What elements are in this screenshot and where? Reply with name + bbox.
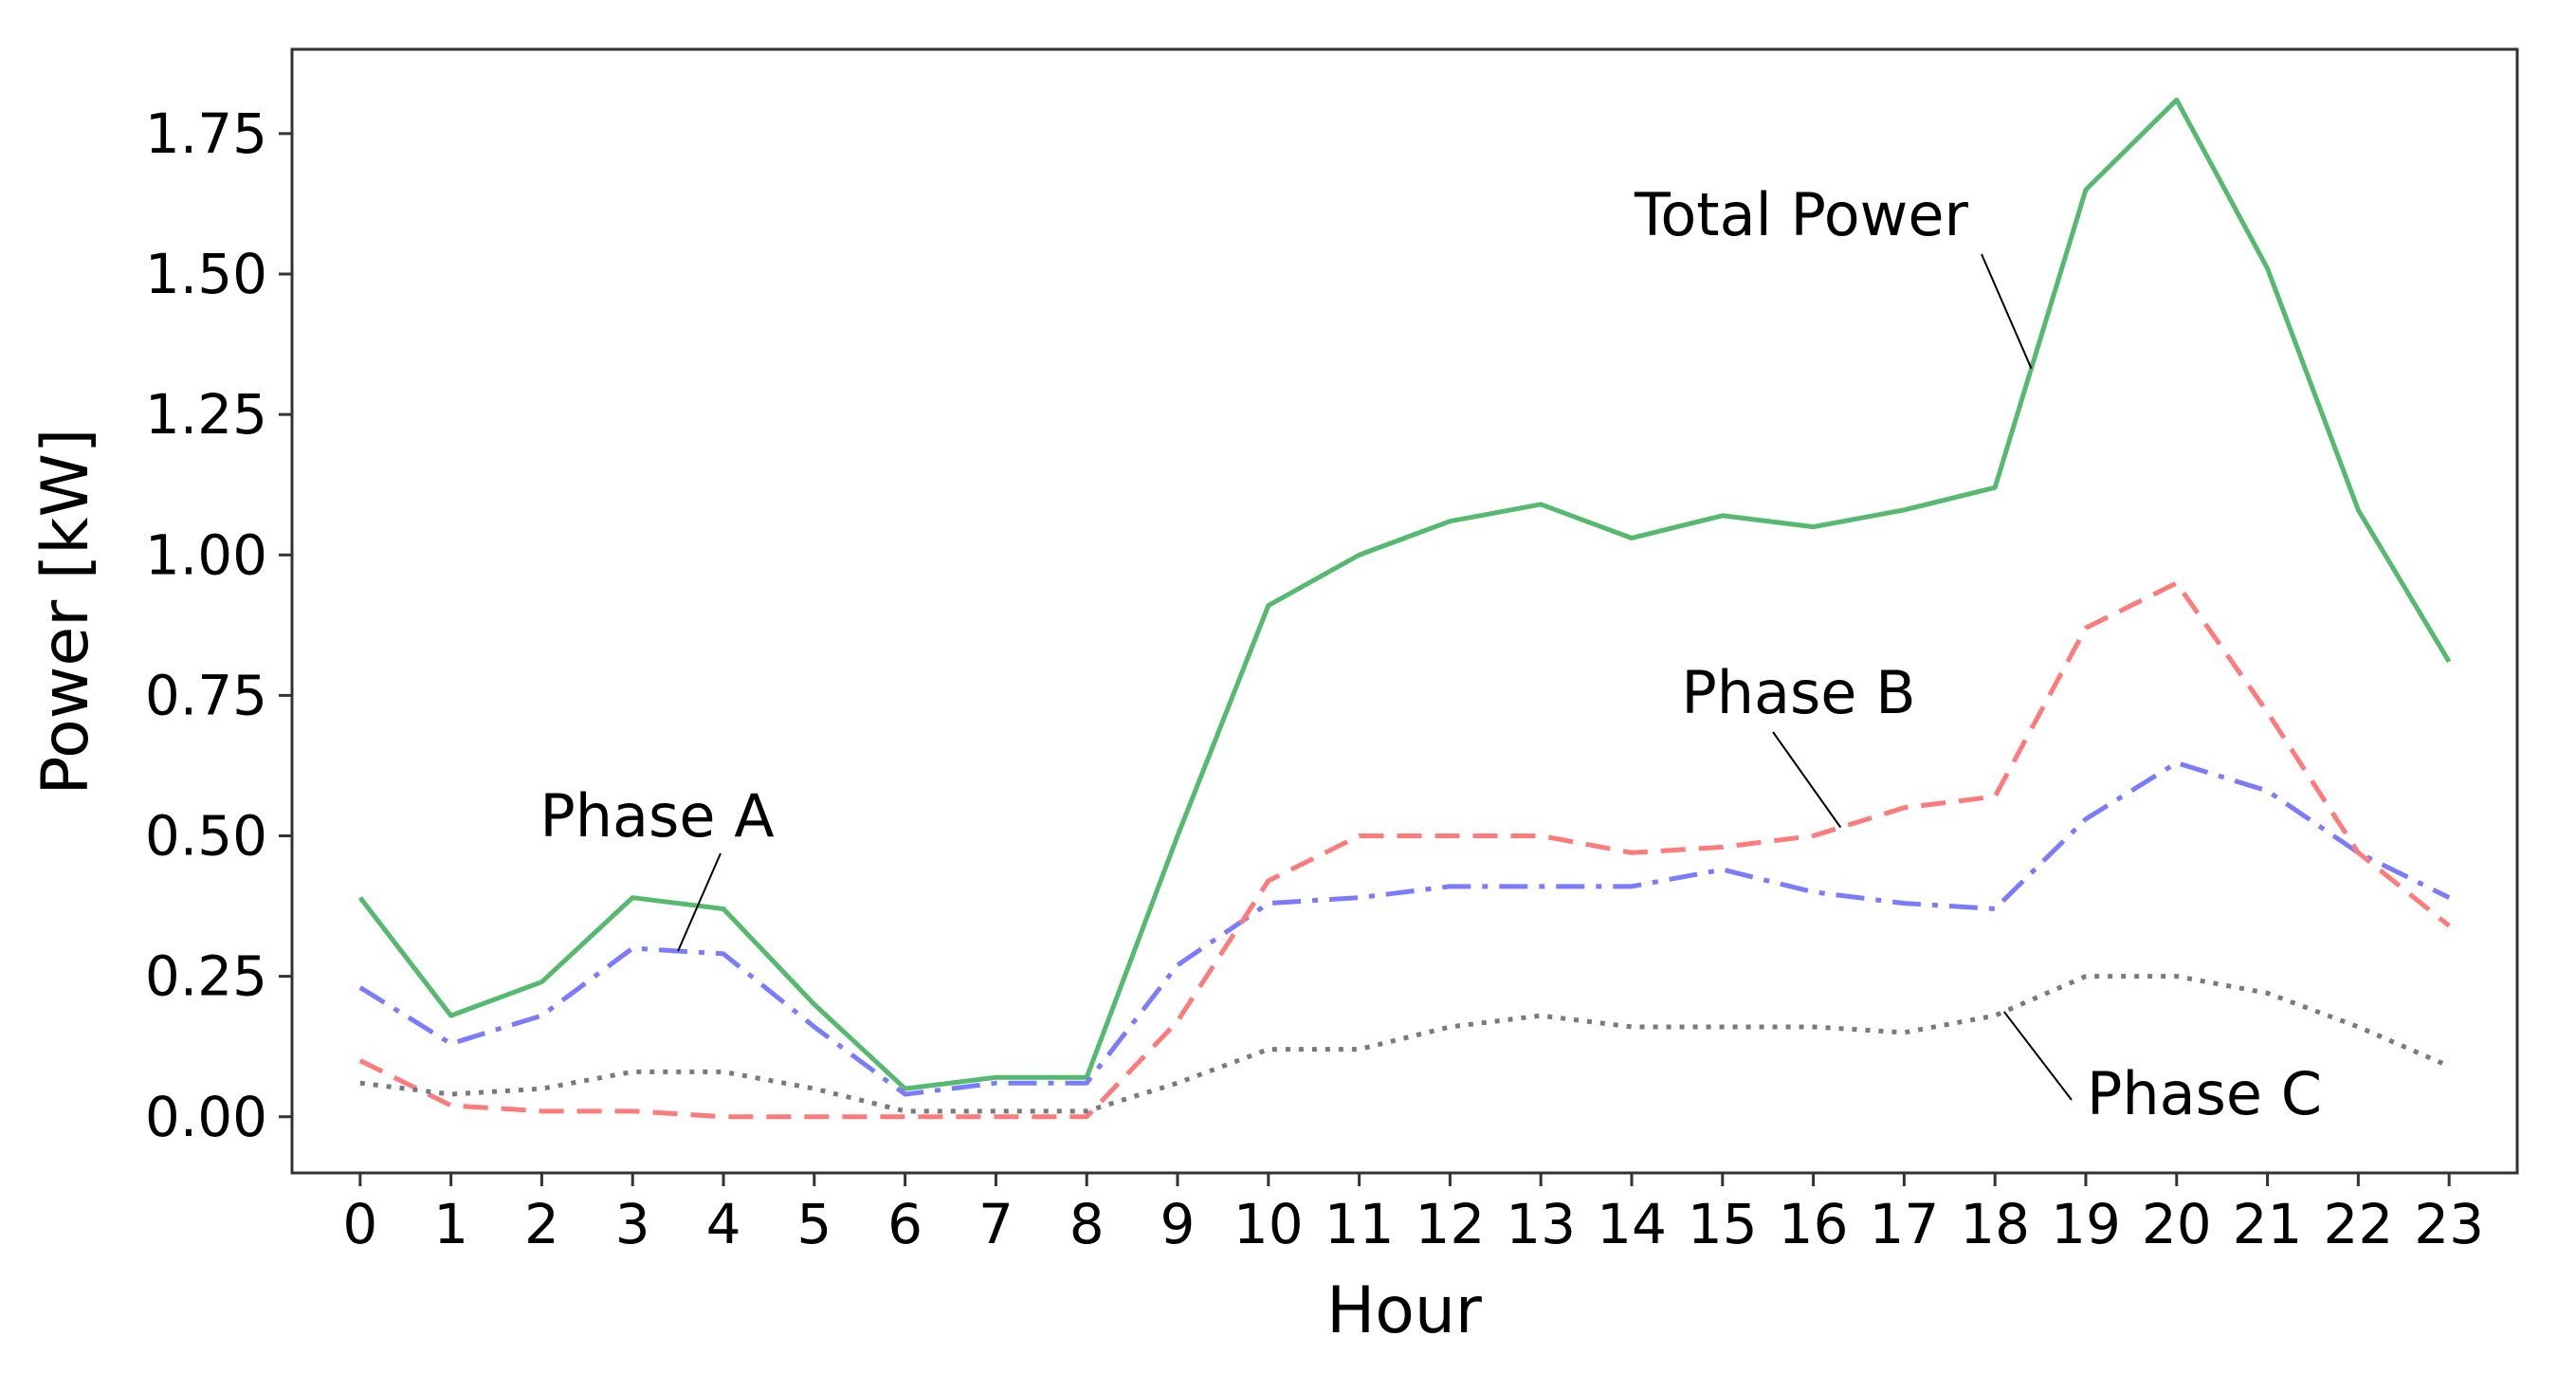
y-tick-label: 0.50 <box>145 804 267 869</box>
annotation-leader-total-power <box>1981 253 2033 369</box>
x-tick-label: 8 <box>1069 1192 1105 1256</box>
x-tick-label: 9 <box>1160 1192 1196 1256</box>
x-tick-label: 14 <box>1597 1192 1667 1256</box>
x-tick-label: 10 <box>1233 1192 1304 1256</box>
annotation-label-phase-b: Phase B <box>1681 658 1915 727</box>
x-tick-label: 6 <box>887 1192 923 1256</box>
x-tick-label: 23 <box>2414 1192 2484 1256</box>
y-tick-label: 1.25 <box>145 382 267 447</box>
y-tick-label: 1.50 <box>145 242 267 306</box>
x-tick-label: 5 <box>796 1192 831 1256</box>
x-axis-title: Hour <box>1326 1273 1482 1348</box>
annotation-label-phase-a: Phase A <box>539 781 774 851</box>
x-tick-label: 17 <box>1869 1192 1939 1256</box>
series-line-phase-b <box>358 580 2451 1120</box>
y-tick-label: 1.00 <box>145 522 267 587</box>
annotation-label-phase-c: Phase C <box>2087 1059 2322 1128</box>
x-tick-label: 7 <box>978 1192 1014 1256</box>
annotation-leader-phase-a <box>677 852 722 952</box>
y-tick-label: 1.75 <box>145 101 267 166</box>
x-tick-label: 4 <box>706 1192 741 1256</box>
x-tick-label: 22 <box>2323 1192 2393 1256</box>
x-tick-label: 19 <box>2051 1192 2121 1256</box>
x-tick-label: 12 <box>1415 1192 1485 1256</box>
x-tick-label: 13 <box>1506 1192 1576 1256</box>
annotation-leader-phase-b <box>1772 731 1842 829</box>
x-tick-label: 1 <box>433 1192 468 1256</box>
series-lines <box>357 97 2452 1120</box>
x-tick-label: 11 <box>1325 1192 1395 1256</box>
series-line-total-power <box>357 97 2452 1091</box>
annotation-label-total-power: Total Power <box>1634 180 1968 249</box>
plot-frame <box>290 47 2519 1175</box>
x-tick-label: 3 <box>615 1192 650 1256</box>
annotations: Total Power Phase A Phase B Phase C <box>539 180 2322 1128</box>
x-tick-label: 20 <box>2142 1192 2212 1256</box>
y-tick-label: 0.00 <box>145 1085 267 1149</box>
y-axis-title: Power [kW] <box>28 429 103 796</box>
series-line-phase-a <box>358 760 2451 1097</box>
annotation-leader-phase-c <box>2002 1011 2073 1101</box>
x-tick-label: 18 <box>1960 1192 2030 1256</box>
x-tick-label: 15 <box>1688 1192 1758 1256</box>
x-tick-label: 2 <box>524 1192 559 1256</box>
y-axis: 0.00 0.25 0.50 0.75 1.00 1.25 1.50 1.75 <box>145 101 292 1149</box>
y-tick-label: 0.25 <box>145 944 267 1009</box>
x-tick-label: 16 <box>1779 1192 1849 1256</box>
x-axis: 0 1 2 3 4 5 6 7 8 9 10 11 12 13 14 15 16 17 18 19 20 21 22 23 <box>342 1173 2484 1256</box>
series-line-phase-c <box>359 974 2451 1114</box>
x-tick-label: 21 <box>2233 1192 2303 1256</box>
x-tick-label: 0 <box>342 1192 377 1256</box>
y-tick-label: 0.75 <box>145 663 267 727</box>
